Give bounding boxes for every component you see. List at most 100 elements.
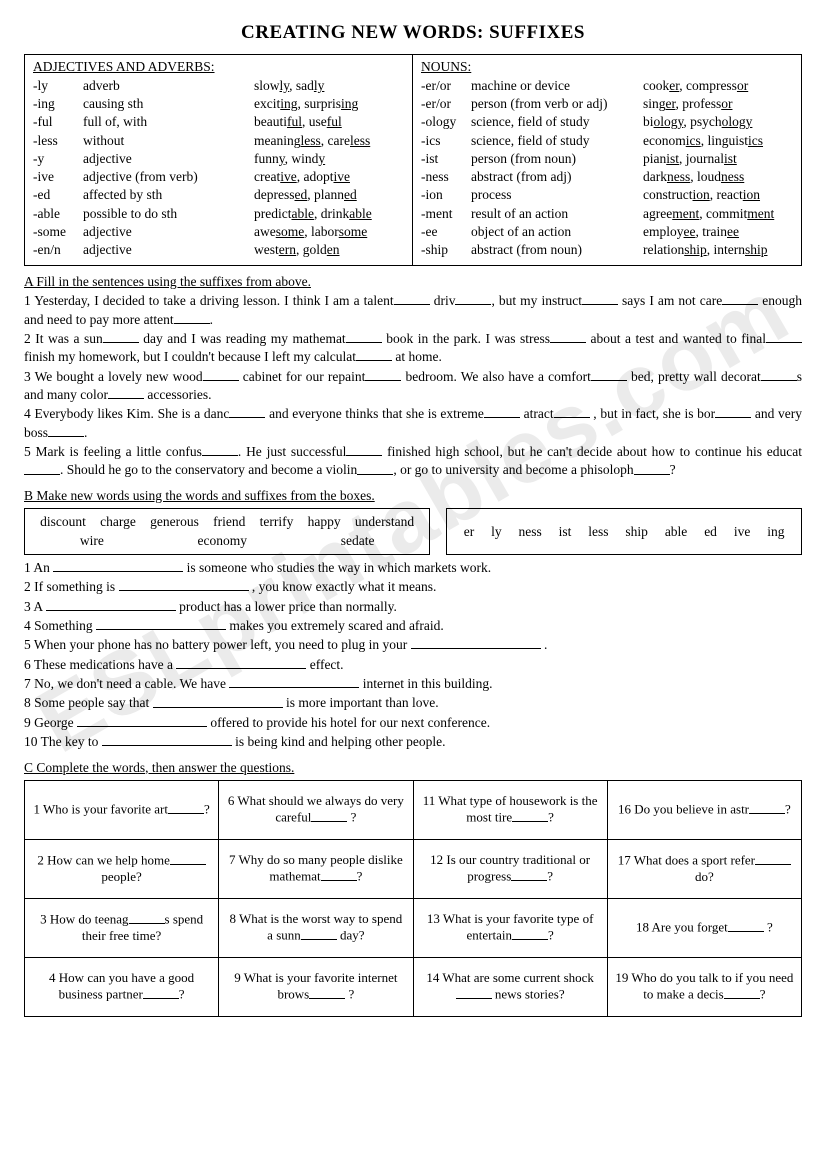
suffix: -ist xyxy=(421,150,471,168)
meaning: without xyxy=(83,132,254,150)
meaning: adjective xyxy=(83,223,254,241)
exercise-line: 3 A product has a lower price than norma… xyxy=(24,598,802,616)
wordbox-item: wire xyxy=(74,531,110,551)
question-cell: 16 Do you believe in astr? xyxy=(607,780,801,839)
suffix-row: -eeobject of an actionemployee, trainee xyxy=(421,223,793,241)
question-cell: 7 Why do so many people dislike mathemat… xyxy=(219,839,413,898)
meaning: person (from verb or adj) xyxy=(471,95,643,113)
wordbox-item: ness xyxy=(513,522,548,542)
meaning: adjective xyxy=(83,150,254,168)
question-cell: 12 Is our country traditional or progres… xyxy=(413,839,607,898)
suffix-row: -ologyscience, field of studybiology, ps… xyxy=(421,113,793,131)
exercise-line: 7 No, we don't need a cable. We have int… xyxy=(24,675,802,693)
question-cell: 1 Who is your favorite art? xyxy=(25,780,219,839)
suffix-row: -ablepossible to do sthpredictable, drin… xyxy=(33,205,404,223)
suffix-row: -er/ormachine or devicecooker, compresso… xyxy=(421,77,793,95)
examples: western, golden xyxy=(254,241,404,259)
examples: singer, professor xyxy=(643,95,793,113)
suffix-row: -ingcausing sthexciting, surprising xyxy=(33,95,404,113)
meaning: possible to do sth xyxy=(83,205,254,223)
meaning: causing sth xyxy=(83,95,254,113)
meaning: person (from noun) xyxy=(471,150,643,168)
examples: agreement, commitment xyxy=(643,205,793,223)
exercise-line: 4 Everybody likes Kim. She is a danc and… xyxy=(24,405,802,442)
question-cell: 4 How can you have a good business partn… xyxy=(25,957,219,1016)
wordbox-item: friend xyxy=(207,512,251,532)
wordbox-item: happy xyxy=(302,512,347,532)
exercise-line: 2 If something is , you know exactly wha… xyxy=(24,578,802,596)
meaning: affected by sth xyxy=(83,186,254,204)
wordbox-item: ist xyxy=(553,522,578,542)
meaning: object of an action xyxy=(471,223,643,241)
examples: economics, linguistics xyxy=(643,132,793,150)
wordbox-item: understand xyxy=(349,512,420,532)
suffix: -ly xyxy=(33,77,83,95)
exercise-line: 10 The key to is being kind and helping … xyxy=(24,733,802,751)
section-b-body: 1 An is someone who studies the way in w… xyxy=(24,559,802,752)
suffix-row: -mentresult of an actionagreement, commi… xyxy=(421,205,793,223)
suffix: -ee xyxy=(421,223,471,241)
examples: biology, psychology xyxy=(643,113,793,131)
examples: predictable, drinkable xyxy=(254,205,404,223)
suffix-row: -edaffected by sthdepressed, planned xyxy=(33,186,404,204)
wordbox-item: ed xyxy=(698,522,723,542)
suffix: -ology xyxy=(421,113,471,131)
question-cell: 6 What should we always do very careful … xyxy=(219,780,413,839)
section-c-table: 1 Who is your favorite art?6 What should… xyxy=(24,780,802,1017)
suffix: -able xyxy=(33,205,83,223)
wordbox-words: discountchargegenerousfriendterrifyhappy… xyxy=(24,508,430,555)
section-a-body: 1 Yesterday, I decided to take a driving… xyxy=(24,292,802,480)
wordbox-item: discount xyxy=(34,512,92,532)
wordbox-item: terrify xyxy=(254,512,300,532)
exercise-line: 9 George offered to provide his hotel fo… xyxy=(24,714,802,732)
adj-adv-column: ADJECTIVES AND ADVERBS: -lyadverbslowly,… xyxy=(25,55,413,265)
examples: slowly, sadly xyxy=(254,77,404,95)
suffix: -er/or xyxy=(421,95,471,113)
suffix-row: -yadjectivefunny, windy xyxy=(33,150,404,168)
exercise-line: 1 Yesterday, I decided to take a driving… xyxy=(24,292,802,329)
question-cell: 19 Who do you talk to if you need to mak… xyxy=(607,957,801,1016)
suffix: -en/n xyxy=(33,241,83,259)
question-cell: 14 What are some current shock news stor… xyxy=(413,957,607,1016)
examples: beautiful, useful xyxy=(254,113,404,131)
meaning: process xyxy=(471,186,643,204)
meaning: science, field of study xyxy=(471,132,643,150)
examples: pianist, journalist xyxy=(643,150,793,168)
suffix: -ness xyxy=(421,168,471,186)
examples: construction, reaction xyxy=(643,186,793,204)
question-cell: 18 Are you forget ? xyxy=(607,898,801,957)
suffix: -some xyxy=(33,223,83,241)
meaning: result of an action xyxy=(471,205,643,223)
suffix: -ship xyxy=(421,241,471,259)
examples: employee, trainee xyxy=(643,223,793,241)
meaning: adjective (from verb) xyxy=(83,168,254,186)
suffix-row: -lyadverbslowly, sadly xyxy=(33,77,404,95)
suffix-row: -fulfull of, withbeautiful, useful xyxy=(33,113,404,131)
examples: creative, adoptive xyxy=(254,168,404,186)
suffix-row: -er/orperson (from verb or adj)singer, p… xyxy=(421,95,793,113)
section-c-head: C Complete the words, then answer the qu… xyxy=(24,760,802,776)
suffix-row: -iveadjective (from verb)creative, adopt… xyxy=(33,168,404,186)
exercise-line: 4 Something makes you extremely scared a… xyxy=(24,617,802,635)
wordbox-item: charge xyxy=(94,512,142,532)
section-b-head: B Make new words using the words and suf… xyxy=(24,488,802,504)
meaning: adverb xyxy=(83,77,254,95)
meaning: machine or device xyxy=(471,77,643,95)
suffix: -ment xyxy=(421,205,471,223)
suffix: -ed xyxy=(33,186,83,204)
exercise-line: 3 We bought a lovely new wood cabinet fo… xyxy=(24,368,802,405)
suffix: -y xyxy=(33,150,83,168)
examples: relationship, internship xyxy=(643,241,793,259)
exercise-line: 1 An is someone who studies the way in w… xyxy=(24,559,802,577)
suffix: -ion xyxy=(421,186,471,204)
suffix: -less xyxy=(33,132,83,150)
suffix-row: -en/nadjectivewestern, golden xyxy=(33,241,404,259)
question-cell: 3 How do teenags spend their free time? xyxy=(25,898,219,957)
wordbox-item: ly xyxy=(485,522,508,542)
wordbox-item: less xyxy=(582,522,614,542)
section-a-head: A Fill in the sentences using the suffix… xyxy=(24,274,802,290)
question-cell: 11 What type of housework is the most ti… xyxy=(413,780,607,839)
suffix-reference-table: ADJECTIVES AND ADVERBS: -lyadverbslowly,… xyxy=(24,54,802,266)
meaning: adjective xyxy=(83,241,254,259)
meaning: science, field of study xyxy=(471,113,643,131)
